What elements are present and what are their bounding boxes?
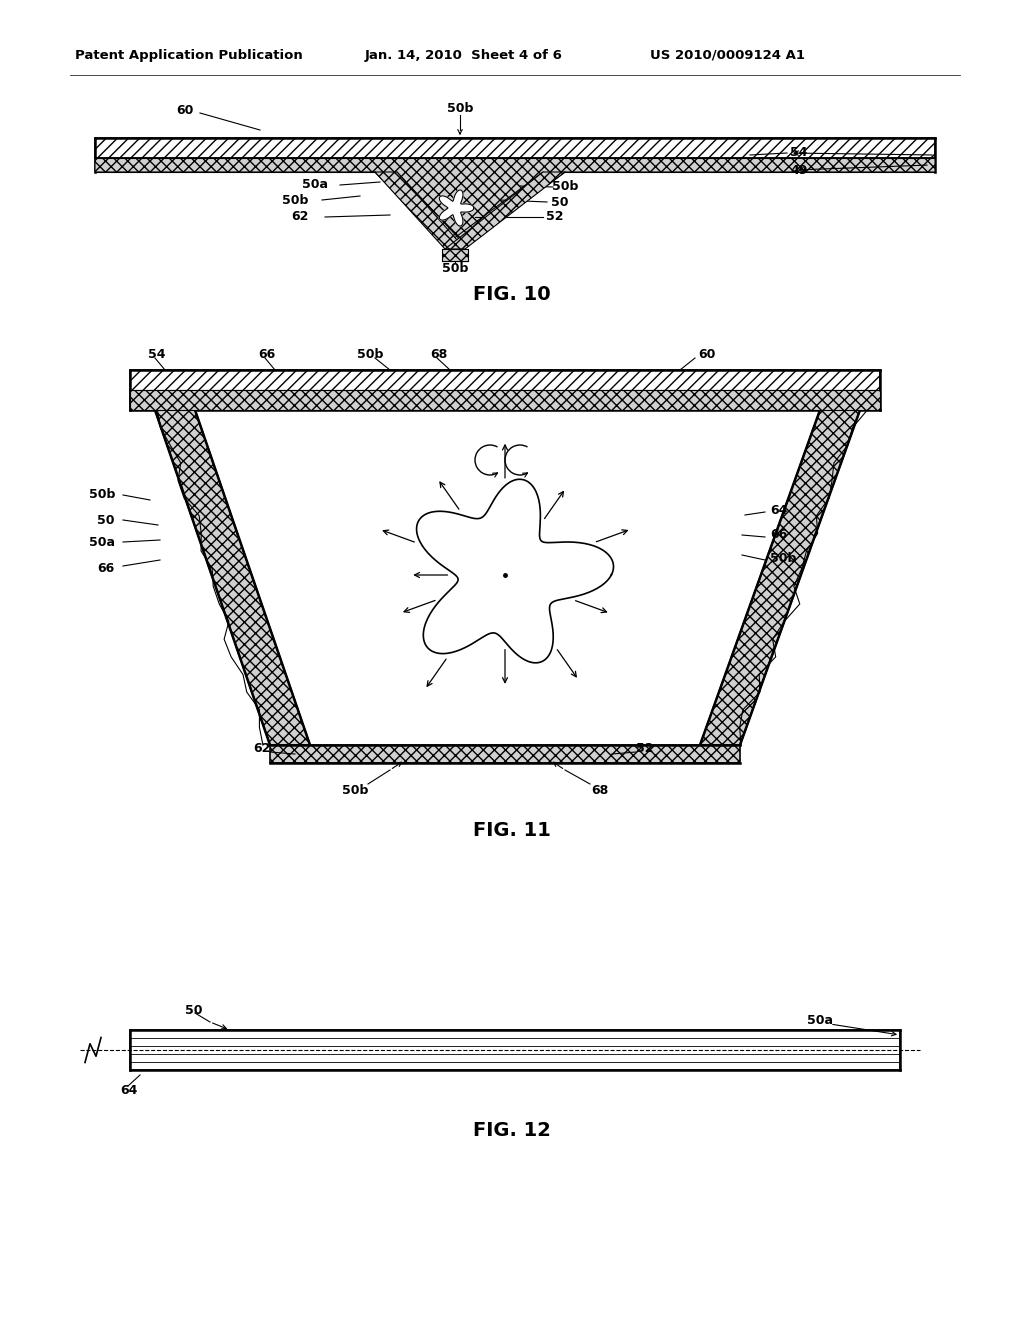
Text: 64: 64: [120, 1084, 137, 1097]
Text: US 2010/0009124 A1: US 2010/0009124 A1: [650, 49, 805, 62]
Polygon shape: [130, 1030, 900, 1071]
Text: 66: 66: [258, 348, 275, 362]
Text: 50: 50: [97, 513, 115, 527]
Text: 50b: 50b: [446, 102, 473, 115]
Text: 50b: 50b: [552, 181, 579, 194]
Polygon shape: [130, 370, 880, 411]
Polygon shape: [375, 172, 465, 249]
Text: 50a: 50a: [89, 536, 115, 549]
Text: 68: 68: [430, 348, 447, 362]
Text: 64: 64: [770, 503, 787, 516]
Text: 50: 50: [551, 195, 568, 209]
Text: 50: 50: [185, 1003, 203, 1016]
Polygon shape: [155, 411, 310, 744]
Polygon shape: [417, 479, 613, 663]
Text: 50b: 50b: [282, 194, 308, 206]
Polygon shape: [442, 249, 468, 261]
Text: 50b: 50b: [356, 348, 383, 362]
Polygon shape: [445, 172, 565, 249]
Text: 50b: 50b: [342, 784, 369, 796]
Text: Patent Application Publication: Patent Application Publication: [75, 49, 303, 62]
Polygon shape: [270, 744, 740, 763]
Text: Jan. 14, 2010  Sheet 4 of 6: Jan. 14, 2010 Sheet 4 of 6: [365, 49, 563, 62]
Text: FIG. 11: FIG. 11: [473, 821, 551, 840]
Polygon shape: [439, 190, 474, 226]
Text: 60: 60: [176, 103, 194, 116]
Polygon shape: [95, 158, 935, 246]
Text: FIG. 12: FIG. 12: [473, 1121, 551, 1139]
Text: FIG. 10: FIG. 10: [473, 285, 551, 305]
Polygon shape: [700, 411, 860, 744]
Text: 49: 49: [790, 164, 807, 177]
Text: 54: 54: [790, 147, 808, 160]
Text: 66: 66: [770, 528, 787, 541]
Text: 66: 66: [97, 561, 115, 574]
Text: 52: 52: [546, 210, 564, 223]
Text: 68: 68: [592, 784, 608, 796]
Text: 60: 60: [698, 348, 716, 362]
Polygon shape: [95, 139, 935, 158]
Text: 50b: 50b: [89, 488, 115, 502]
Polygon shape: [130, 389, 880, 411]
Text: 52: 52: [636, 742, 653, 755]
Text: 62: 62: [253, 742, 270, 755]
Text: 62: 62: [291, 210, 308, 223]
Text: 50b: 50b: [770, 552, 797, 565]
Text: 50a: 50a: [807, 1014, 833, 1027]
Text: 54: 54: [148, 348, 166, 362]
Text: 50b: 50b: [441, 261, 468, 275]
Text: 50a: 50a: [302, 178, 328, 191]
